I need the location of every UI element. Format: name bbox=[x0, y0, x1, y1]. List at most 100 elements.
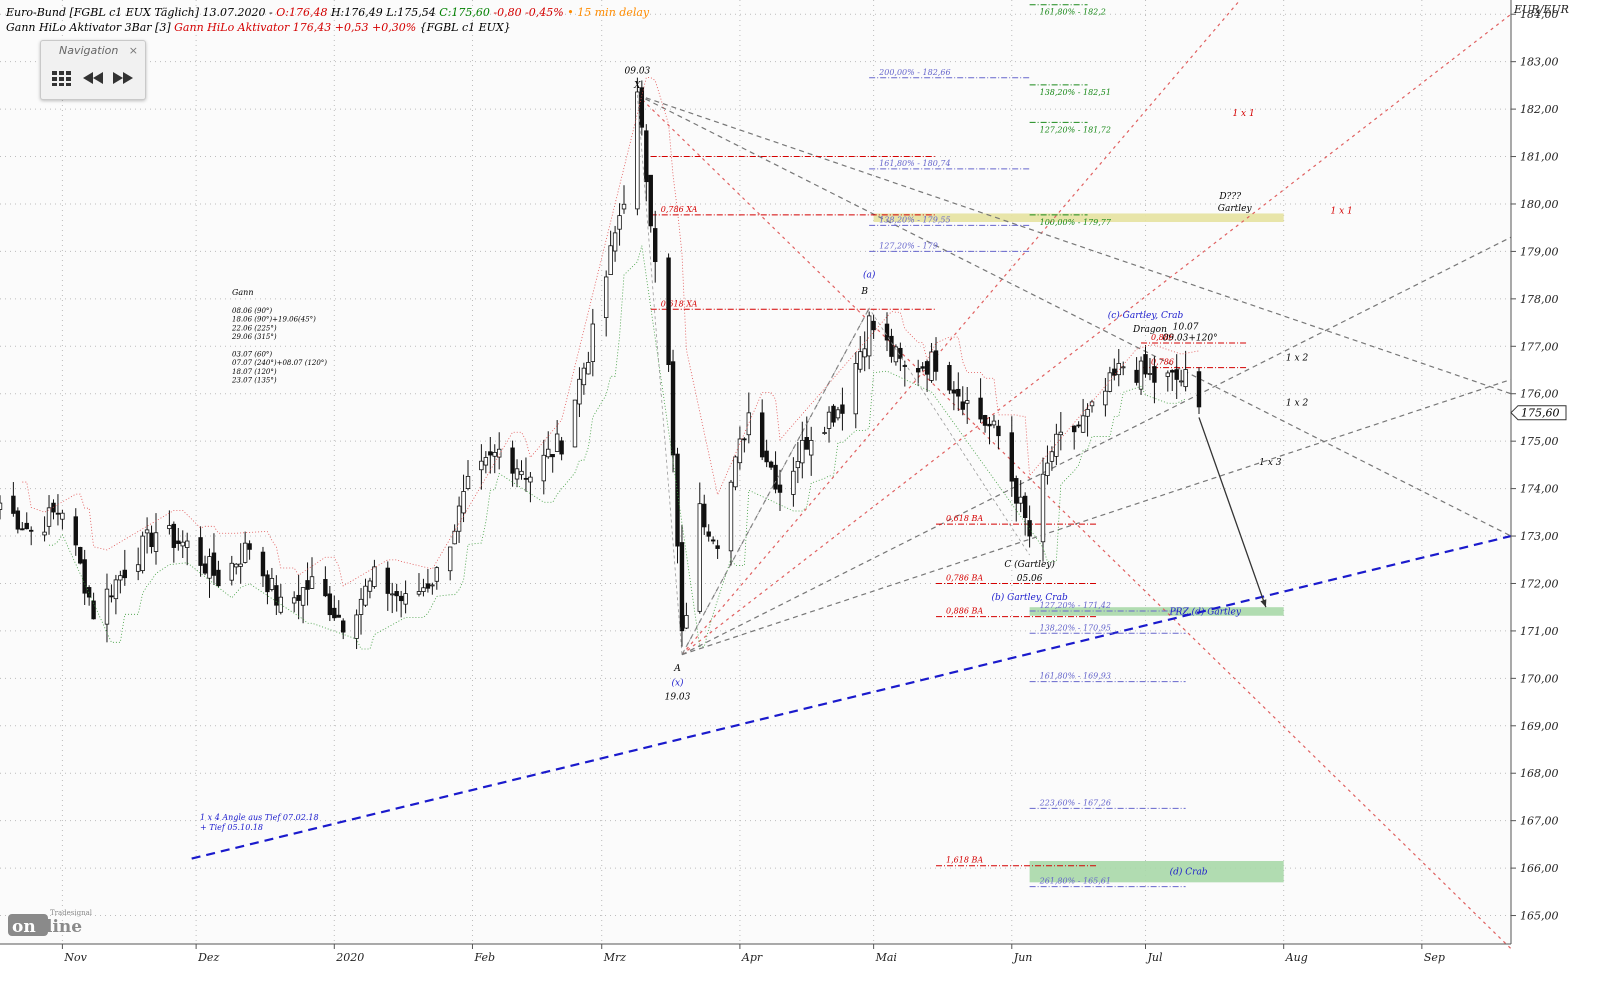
fib-level-label: 161,80% - 169,93 bbox=[1040, 672, 1111, 681]
candle bbox=[978, 397, 983, 420]
candle bbox=[1054, 433, 1059, 457]
candle bbox=[996, 425, 1001, 437]
candle bbox=[434, 567, 440, 582]
candle bbox=[1058, 431, 1064, 436]
candle bbox=[742, 438, 747, 441]
candle bbox=[853, 363, 858, 415]
candle bbox=[1085, 409, 1090, 417]
candle bbox=[1018, 496, 1023, 504]
gann-note-line: 08.06 (90°) bbox=[232, 307, 272, 315]
pattern-annotation: 1 x 3 bbox=[1259, 458, 1282, 468]
candle bbox=[452, 530, 457, 545]
candle bbox=[479, 460, 484, 471]
pattern-leg bbox=[636, 94, 1030, 657]
pattern-annotation: Gartley bbox=[1218, 204, 1253, 214]
candle bbox=[91, 600, 96, 620]
candle bbox=[234, 563, 239, 568]
y-tick-label: 168,00 bbox=[1520, 767, 1559, 780]
x-tick-label: Mrz bbox=[603, 951, 627, 964]
y-tick-label: 180,00 bbox=[1520, 198, 1559, 211]
x-tick-label: 2020 bbox=[335, 951, 364, 964]
candle bbox=[1045, 462, 1050, 476]
close-icon[interactable]: × bbox=[128, 44, 138, 57]
candle bbox=[1152, 366, 1157, 383]
candle bbox=[211, 552, 217, 576]
fib-level-label: 0,618 BA bbox=[946, 514, 983, 523]
hilo-activator-green bbox=[49, 245, 1186, 650]
candle bbox=[759, 412, 765, 458]
candle bbox=[1009, 432, 1014, 482]
candle bbox=[586, 362, 591, 375]
candle bbox=[29, 529, 34, 532]
candle bbox=[167, 525, 172, 530]
y-tick-label: 166,00 bbox=[1520, 862, 1559, 875]
gann-line bbox=[637, 94, 1512, 537]
y-tick-label: 184,00 bbox=[1520, 8, 1559, 21]
candle bbox=[135, 564, 141, 572]
candle bbox=[858, 351, 863, 370]
pattern-annotation: 1 x 1 bbox=[1331, 206, 1353, 216]
candle bbox=[826, 411, 832, 429]
candle bbox=[871, 320, 876, 331]
rewind-icon[interactable] bbox=[81, 69, 105, 89]
pattern-annotation: B bbox=[860, 287, 868, 297]
y-tick-label: 176,00 bbox=[1520, 388, 1559, 401]
fast-forward-icon[interactable] bbox=[111, 69, 135, 89]
candle bbox=[403, 593, 408, 605]
x-tick-label: Jun bbox=[1012, 951, 1033, 964]
y-tick-label: 179,00 bbox=[1520, 245, 1559, 258]
candle bbox=[510, 447, 515, 474]
candle bbox=[929, 351, 934, 381]
fib-level-label: 127,20% - 179 bbox=[879, 241, 938, 250]
candle bbox=[15, 510, 21, 530]
candle bbox=[809, 440, 814, 456]
grid-icon[interactable] bbox=[49, 69, 73, 89]
candle bbox=[737, 438, 743, 464]
candle bbox=[153, 532, 159, 552]
gann-line bbox=[637, 94, 1512, 395]
candle bbox=[541, 454, 546, 482]
svg-text:on: on bbox=[12, 917, 36, 937]
candle bbox=[398, 595, 404, 602]
candle bbox=[1138, 360, 1144, 390]
candle bbox=[648, 174, 653, 227]
candle bbox=[982, 415, 988, 426]
indicator-value: Gann HiLo Aktivator 176,43 +0,53 +0,30% bbox=[174, 21, 417, 34]
candle bbox=[291, 597, 297, 604]
candle bbox=[46, 507, 52, 527]
candle bbox=[425, 583, 431, 589]
y-tick-label: 182,00 bbox=[1520, 103, 1559, 116]
candle bbox=[42, 531, 47, 536]
svg-text:line: line bbox=[46, 917, 82, 937]
candle bbox=[24, 522, 29, 530]
candle bbox=[559, 440, 564, 455]
candle bbox=[991, 420, 997, 426]
pattern-annotation: 1 x 2 bbox=[1286, 354, 1309, 364]
candle bbox=[11, 495, 16, 514]
candle bbox=[140, 535, 145, 572]
candle bbox=[1147, 373, 1153, 375]
candle bbox=[185, 540, 190, 548]
y-tick-label: 171,00 bbox=[1520, 625, 1559, 638]
candle bbox=[296, 594, 301, 601]
pattern-annotation: 19.03 bbox=[665, 693, 691, 703]
navigation-panel[interactable]: Navigation × bbox=[40, 40, 146, 100]
candle bbox=[728, 481, 734, 552]
candle bbox=[1049, 451, 1055, 462]
candle bbox=[1121, 366, 1126, 369]
candle bbox=[171, 523, 177, 548]
candle bbox=[528, 476, 533, 483]
fib-zone bbox=[1029, 860, 1284, 883]
candle bbox=[947, 365, 952, 391]
candle bbox=[113, 579, 119, 600]
candle bbox=[884, 323, 890, 341]
candle bbox=[363, 585, 368, 606]
fib-zone bbox=[1029, 607, 1284, 616]
candle bbox=[777, 484, 783, 493]
candle bbox=[202, 563, 208, 574]
candle bbox=[207, 556, 212, 579]
last-price-label: 175,60 bbox=[1521, 407, 1560, 420]
candle bbox=[644, 130, 649, 183]
